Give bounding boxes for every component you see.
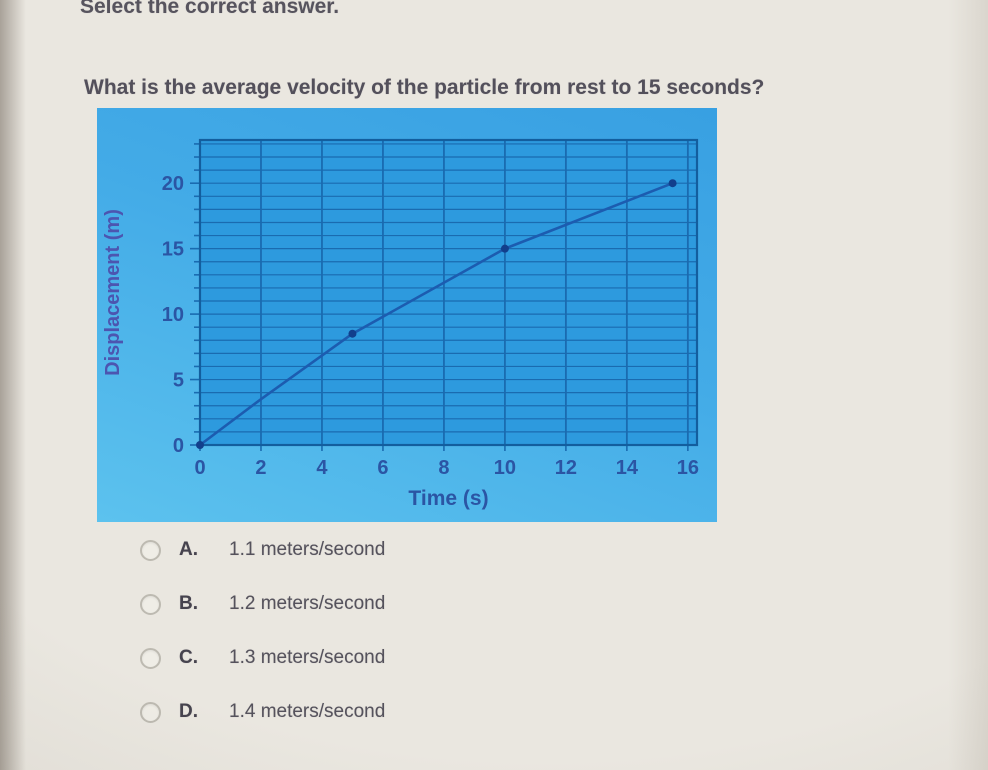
x-tick-label: 12 <box>555 457 577 479</box>
x-tick-label: 6 <box>377 457 388 479</box>
x-tick-label: 4 <box>316 457 328 479</box>
option-text: 1.2 meters/second <box>229 593 386 614</box>
radio-option-d[interactable] <box>140 701 161 723</box>
displacement-time-chart: 0 5 10 15 20 0 2 4 6 8 10 12 14 16 Time (s) Displacemen… <box>102 138 699 510</box>
data-point <box>196 441 204 449</box>
option-row-c: C. 1.3 meters/second <box>140 647 385 669</box>
instruction-text: Select the correct answer. <box>80 0 340 18</box>
option-text: 1.3 meters/second <box>229 647 386 668</box>
x-tick-label: 14 <box>616 457 639 479</box>
question-text: What is the average velocity of the part… <box>84 76 765 99</box>
option-text: 1.1 meters/second <box>229 539 386 560</box>
option-letter: B. <box>179 593 198 614</box>
radio-option-a[interactable] <box>140 539 161 561</box>
data-point <box>668 179 677 188</box>
x-tick-label: 2 <box>255 457 266 479</box>
data-point <box>500 244 509 253</box>
y-axis-label: Displacement (m) <box>102 209 124 376</box>
data-point <box>348 329 357 338</box>
plot-border <box>198 138 699 447</box>
displacement-time-chart-panel: 0 5 10 15 20 0 2 4 6 8 10 12 14 16 Time (s) Displacemen… <box>97 108 717 522</box>
y-tick-label: 15 <box>162 239 184 261</box>
x-tick-label: 0 <box>194 457 205 479</box>
x-tick-label: 10 <box>494 457 516 479</box>
y-tick-label: 10 <box>162 304 184 326</box>
radio-option-b[interactable] <box>140 593 161 615</box>
x-axis-label: Time (s) <box>408 487 488 510</box>
option-letter: D. <box>179 701 198 722</box>
answer-options: A. 1.1 meters/second B. 1.2 meters/secon… <box>140 539 385 723</box>
option-text: 1.4 meters/second <box>229 701 386 722</box>
y-tick-label: 0 <box>173 435 184 457</box>
x-tick-label: 8 <box>438 457 449 479</box>
option-letter: A. <box>179 539 198 560</box>
option-row-a: A. 1.1 meters/second <box>140 539 385 561</box>
plot-area <box>200 140 697 445</box>
x-tick-label: 16 <box>677 457 699 479</box>
y-tick-label: 5 <box>173 370 184 392</box>
radio-option-c[interactable] <box>140 647 161 669</box>
option-row-b: B. 1.2 meters/second <box>140 593 385 615</box>
option-letter: C. <box>179 647 198 668</box>
y-tick-label: 20 <box>162 173 184 195</box>
option-row-d: D. 1.4 meters/second <box>140 701 385 723</box>
